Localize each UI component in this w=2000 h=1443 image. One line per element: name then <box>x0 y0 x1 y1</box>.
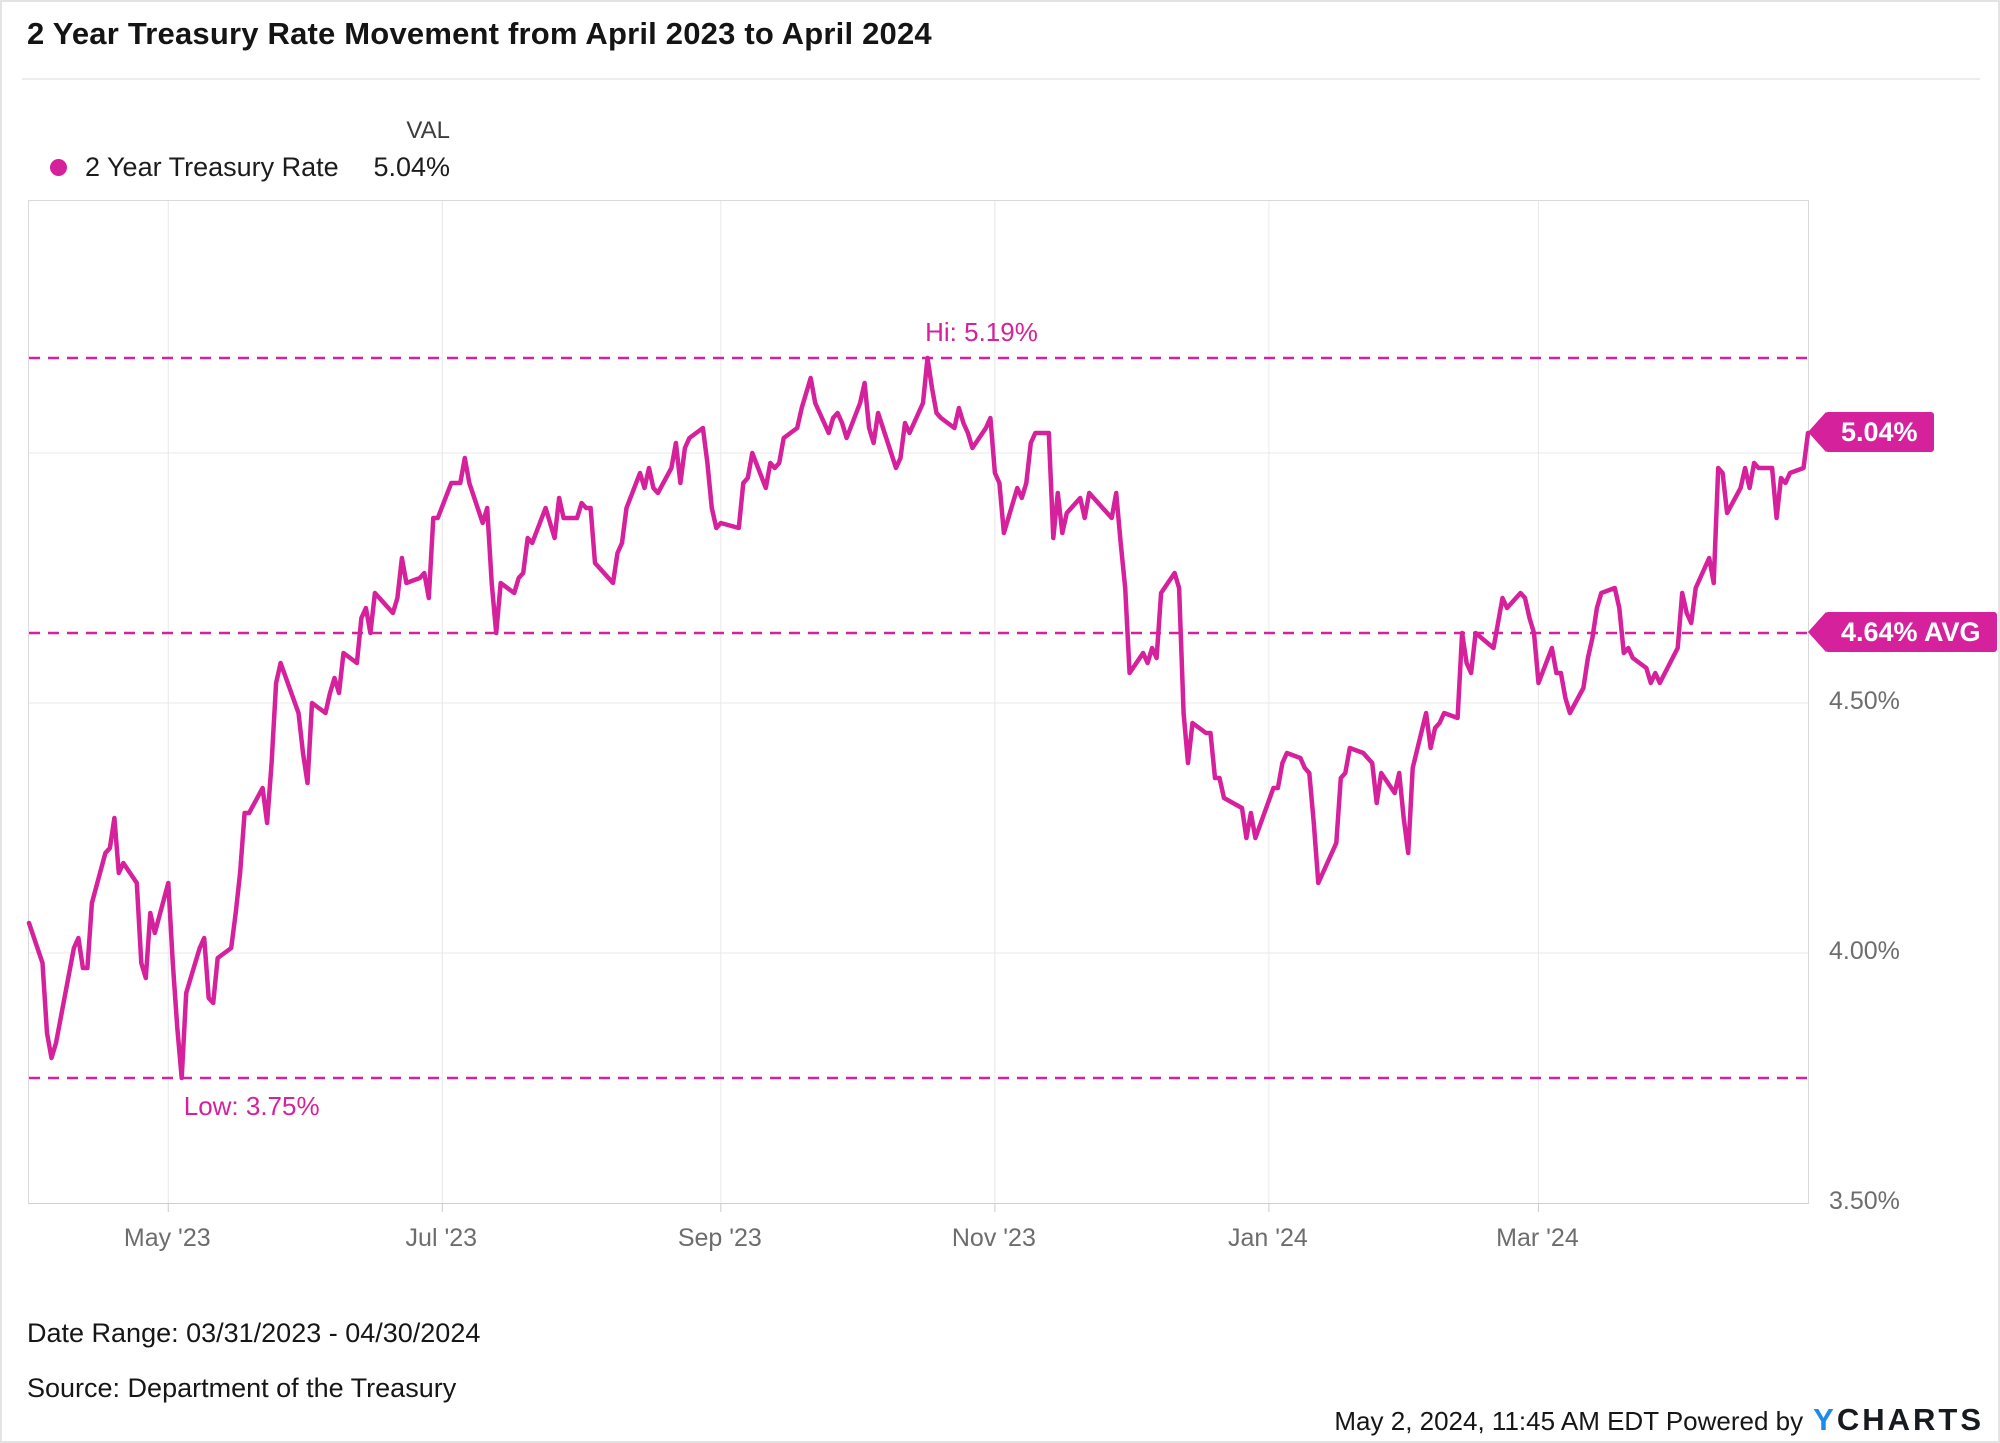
plot-area[interactable] <box>26 200 1811 1212</box>
y-axis-label: 4.00% <box>1829 937 1900 965</box>
x-axis-label: Mar '24 <box>1496 1224 1579 1252</box>
legend-series-label: 2 Year Treasury Rate <box>85 151 339 182</box>
title-divider <box>22 78 1980 80</box>
date-range-text: Date Range: 03/31/2023 - 04/30/2024 <box>27 1318 481 1348</box>
source-text: Source: Department of the Treasury <box>27 1373 457 1403</box>
x-axis-label: Nov '23 <box>951 1224 1036 1252</box>
x-axis-label: Jul '23 <box>405 1224 478 1252</box>
badge-arrow-icon <box>1808 612 1826 652</box>
x-axis-label: May '23 <box>123 1224 211 1252</box>
badge-arrow-icon <box>1808 412 1826 452</box>
series-color-dot-icon <box>50 158 67 176</box>
timestamp-powered-by-text: May 2, 2024, 11:45 AM EDT Powered by <box>1334 1406 1804 1436</box>
legend-val-header: VAL <box>406 117 450 144</box>
low-annotation-label: Low: 3.75% <box>183 1091 320 1121</box>
legend-series-value: 5.04% <box>373 151 450 182</box>
x-axis-label: Sep '23 <box>677 1224 762 1252</box>
page-title: 2 Year Treasury Rate Movement from April… <box>27 16 932 51</box>
x-axis-label: Jan '24 <box>1227 1224 1308 1252</box>
high-annotation-label: Hi: 5.19% <box>925 317 1038 347</box>
chart-canvas <box>26 201 1811 1212</box>
legend-row[interactable]: 2 Year Treasury Rate 5.04% <box>50 148 450 186</box>
treasury-rate-series-line[interactable] <box>26 355 1811 1081</box>
last-value-badge: 5.04% <box>1808 412 1934 452</box>
y-axis-label: 3.50% <box>1829 1187 1900 1215</box>
footer-attribution: May 2, 2024, 11:45 AM EDT Powered by YCH… <box>1334 1402 1984 1438</box>
average-value-badge: 4.64% AVG <box>1808 612 1997 652</box>
ycharts-logo[interactable]: YCHARTS <box>1813 1402 1984 1437</box>
legend: VAL 2 Year Treasury Rate 5.04% <box>50 114 450 186</box>
y-axis-label: 4.50% <box>1829 687 1900 715</box>
